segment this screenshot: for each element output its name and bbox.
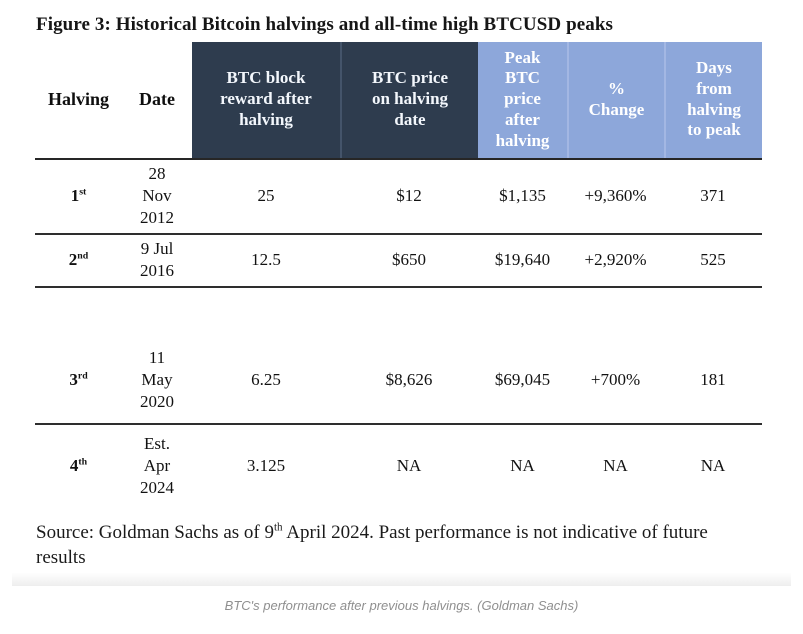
halving-ordinal-cell: 2nd — [35, 249, 122, 271]
header-halving: Halving — [35, 41, 122, 158]
reward-cell: 3.125 — [246, 455, 286, 475]
days-cell: 525 — [700, 249, 726, 269]
change-cell: +9,360% — [584, 185, 647, 205]
table-header-row: Halving Date BTC block reward after halv… — [35, 41, 762, 160]
source-text: Source: Goldman Sachs as of 9 — [36, 521, 274, 543]
days-cell: 181 — [700, 369, 726, 389]
header-percent-change: % Change — [567, 41, 664, 158]
peak-cell: $69,045 — [494, 369, 551, 389]
date-cell: 28 Nov 2012 — [140, 163, 174, 228]
figure-caption: BTC's performance after previous halving… — [224, 597, 579, 613]
halving-ordinal-cell: 1st — [35, 185, 122, 207]
reward-cell: 12.5 — [251, 249, 281, 269]
halving-ordinal-cell: 3rd — [35, 369, 122, 391]
ordinal-suffix: rd — [77, 370, 88, 382]
bitcoin-halvings-figure: Figure 3: Historical Bitcoin halvings an… — [0, 11, 803, 613]
peak-cell: NA — [510, 455, 535, 475]
change-cell: +2,920% — [584, 249, 647, 269]
header-peak-price: Peak BTC price after halving — [478, 41, 567, 158]
reward-cell: 25 — [257, 185, 275, 205]
header-days-to-peak: Days from halving to peak — [664, 41, 762, 158]
header-date: Date — [122, 41, 192, 158]
halvings-table: Halving Date BTC block reward after halv… — [35, 41, 762, 508]
days-cell: NA — [603, 455, 628, 475]
price-cell: $8,626 — [385, 369, 433, 389]
price-cell: $650 — [392, 249, 426, 269]
header-block-reward: BTC block reward after halving — [192, 41, 340, 158]
ordinal-number: 3 — [69, 369, 78, 389]
ordinal-number: 1 — [70, 185, 80, 205]
ordinal-suffix: th — [78, 456, 88, 468]
ordinal-number: 2 — [68, 249, 78, 269]
change-cell: +700% — [590, 369, 641, 389]
date-cell: Est. Apr 2024 — [140, 433, 174, 498]
date-cell: 11 May 2020 — [140, 347, 174, 412]
ordinal-number: 4 — [69, 455, 79, 475]
reward-cell: 6.25 — [251, 369, 281, 389]
peak-cell: $1,135 — [499, 185, 546, 205]
ordinal-suffix: st — [79, 186, 87, 198]
days-cell: 371 — [700, 185, 726, 205]
halving-ordinal-cell: 4th — [35, 455, 122, 477]
table-row: 2nd 9 Jul 2016 12.5 $650 $19,640 +2,920%… — [35, 235, 762, 288]
peak-cell: $19,640 — [494, 249, 551, 269]
header-price-on-halving: BTC price on halving date — [340, 41, 478, 158]
source-note: Source: Goldman Sachs as of 9th April 20… — [36, 520, 760, 571]
date-cell: 9 Jul 2016 — [140, 238, 174, 280]
table-row: 3rd 11 May 2020 6.25 $8,626 $69,045 +700… — [35, 288, 762, 425]
days-cell: NA — [700, 455, 726, 475]
source-text: April 2024. Past performance is not indi… — [36, 521, 708, 569]
table-row: 4th Est. Apr 2024 3.125 NA NA NA NA — [35, 425, 762, 508]
price-cell: $12 — [396, 185, 422, 205]
ordinal-suffix: nd — [77, 250, 89, 262]
source-superscript: th — [273, 521, 283, 534]
figure-bottom-fade — [12, 572, 791, 586]
figure-title: Figure 3: Historical Bitcoin halvings an… — [36, 14, 614, 35]
table-row: 1st 28 Nov 2012 25 $12 $1,135 +9,360% 37… — [35, 160, 762, 235]
price-cell: NA — [396, 455, 422, 475]
